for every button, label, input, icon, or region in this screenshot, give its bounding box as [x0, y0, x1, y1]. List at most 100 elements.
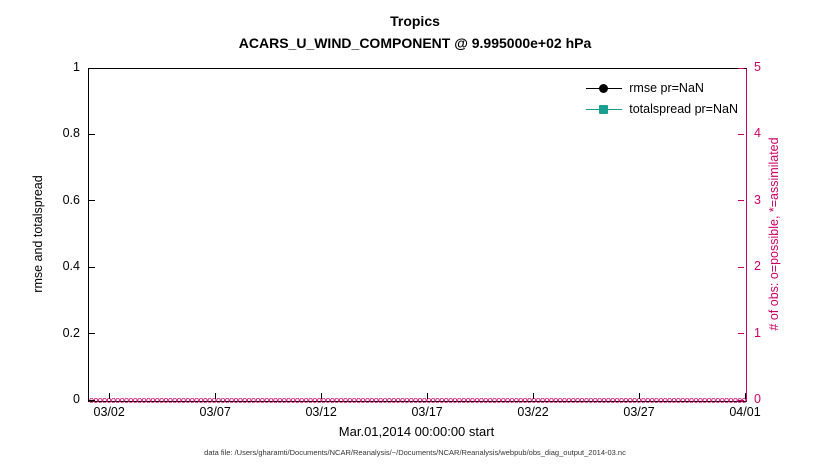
possible-obs-o-marker: o — [259, 395, 265, 405]
possible-obs-o-marker: o — [645, 395, 651, 405]
possible-obs-o-marker: o — [610, 395, 616, 405]
possible-obs-o-marker: o — [715, 395, 721, 405]
possible-obs-o-marker: o — [202, 395, 208, 405]
right-axis-label: # of obs: o=possible, *=assimilated — [767, 137, 781, 331]
right-tick-label: 1 — [754, 325, 761, 340]
right-tick-mark — [738, 67, 744, 69]
x-tick-label: 03/12 — [305, 405, 337, 419]
possible-obs-o-marker: o — [154, 395, 160, 405]
possible-obs-o-marker: o — [592, 395, 598, 405]
possible-obs-o-marker: o — [575, 395, 581, 405]
possible-obs-o-marker: o — [667, 395, 673, 405]
possible-obs-o-marker: o — [531, 395, 537, 405]
possible-obs-o-marker: o — [597, 395, 603, 405]
possible-obs-o-marker: o — [255, 395, 261, 405]
possible-obs-o-marker: o — [570, 395, 576, 405]
possible-obs-o-marker: o — [272, 395, 278, 405]
x-tick-mark — [108, 393, 110, 399]
possible-obs-o-marker: o — [299, 395, 305, 405]
possible-obs-o-marker: o — [102, 395, 108, 405]
x-tick-mark — [214, 393, 216, 399]
possible-obs-o-marker: o — [290, 395, 296, 405]
possible-obs-o-marker: o — [386, 395, 392, 405]
rmse-circle-marker-icon — [599, 83, 609, 93]
chart-subtitle: ACARS_U_WIND_COMPONENT @ 9.995000e+02 hP… — [238, 35, 592, 51]
chart-title: Tropics — [390, 13, 440, 29]
possible-obs-o-marker: o — [496, 395, 502, 405]
legend: rmse pr=NaN totalspread pr=NaN — [586, 81, 738, 123]
possible-obs-o-marker: o — [211, 395, 217, 405]
x-tick-label: 03/22 — [517, 405, 549, 419]
possible-obs-o-marker: o — [413, 395, 419, 405]
possible-obs-o-marker: o — [277, 395, 283, 405]
possible-obs-o-marker: o — [452, 395, 458, 405]
possible-obs-o-marker: o — [198, 395, 204, 405]
possible-obs-o-marker: o — [680, 395, 686, 405]
left-tick-label: 0.4 — [62, 259, 80, 274]
possible-obs-o-marker: o — [229, 395, 235, 405]
x-tick-label: 04/01 — [729, 405, 761, 419]
left-tick-mark — [89, 399, 95, 401]
possible-obs-o-marker: o — [395, 395, 401, 405]
possible-obs-o-marker: o — [614, 395, 620, 405]
possible-obs-o-marker: o — [654, 395, 660, 405]
possible-obs-o-marker: o — [662, 395, 668, 405]
right-tick-label: 4 — [754, 126, 761, 141]
possible-obs-o-marker: o — [303, 395, 309, 405]
possible-obs-o-marker: o — [286, 395, 292, 405]
possible-obs-o-marker: o — [505, 395, 511, 405]
totalspread-line-sample — [586, 104, 623, 114]
possible-obs-o-marker: o — [640, 395, 646, 405]
possible-obs-o-marker: o — [334, 395, 340, 405]
possible-obs-o-marker: o — [548, 395, 554, 405]
possible-obs-o-marker: o — [128, 395, 134, 405]
possible-obs-o-marker: o — [373, 395, 379, 405]
possible-obs-o-marker: o — [93, 395, 99, 405]
right-tick-mark — [738, 200, 744, 202]
possible-obs-o-marker: o — [553, 395, 559, 405]
possible-obs-o-marker: o — [421, 395, 427, 405]
possible-obs-o-marker: o — [509, 395, 515, 405]
possible-obs-o-marker: o — [719, 395, 725, 405]
possible-obs-o-marker: o — [176, 395, 182, 405]
possible-obs-o-marker: o — [404, 395, 410, 405]
possible-obs-o-marker: o — [728, 395, 734, 405]
possible-obs-o-marker: o — [167, 395, 173, 405]
x-tick-label: 03/07 — [199, 405, 231, 419]
possible-obs-o-marker: o — [461, 395, 467, 405]
possible-obs-o-marker: o — [675, 395, 681, 405]
possible-obs-o-marker: o — [237, 395, 243, 405]
x-tick-mark — [638, 393, 640, 399]
left-tick-label: 1 — [73, 60, 80, 74]
x-tick-label: 03/02 — [93, 405, 125, 419]
possible-obs-o-marker: o — [724, 395, 730, 405]
legend-item-rmse: rmse pr=NaN — [586, 81, 738, 95]
possible-obs-o-marker: o — [369, 395, 375, 405]
possible-obs-o-marker: o — [312, 395, 318, 405]
possible-obs-o-marker: o — [583, 395, 589, 405]
possible-obs-o-marker: o — [689, 395, 695, 405]
right-tick-mark — [738, 266, 744, 268]
legend-label-rmse: rmse pr=NaN — [629, 81, 704, 95]
right-tick-mark — [738, 399, 744, 401]
possible-obs-o-marker: o — [97, 395, 103, 405]
possible-obs-o-marker: o — [500, 395, 506, 405]
possible-obs-o-marker: o — [119, 395, 125, 405]
possible-obs-o-marker: o — [693, 395, 699, 405]
possible-obs-o-marker: o — [124, 395, 130, 405]
possible-obs-o-marker: o — [513, 395, 519, 405]
right-tick-label: 2 — [754, 259, 761, 274]
possible-obs-o-marker: o — [426, 395, 432, 405]
possible-obs-o-marker: o — [623, 395, 629, 405]
left-tick-mark — [89, 333, 95, 335]
left-tick-label: 0.2 — [62, 325, 80, 340]
x-tick-label: 03/17 — [411, 405, 443, 419]
possible-obs-o-marker: o — [443, 395, 449, 405]
possible-obs-o-marker: o — [338, 395, 344, 405]
possible-obs-o-marker: o — [321, 395, 327, 405]
possible-obs-o-marker: o — [194, 395, 200, 405]
possible-obs-o-marker: o — [732, 395, 738, 405]
possible-obs-o-marker: o — [294, 395, 300, 405]
